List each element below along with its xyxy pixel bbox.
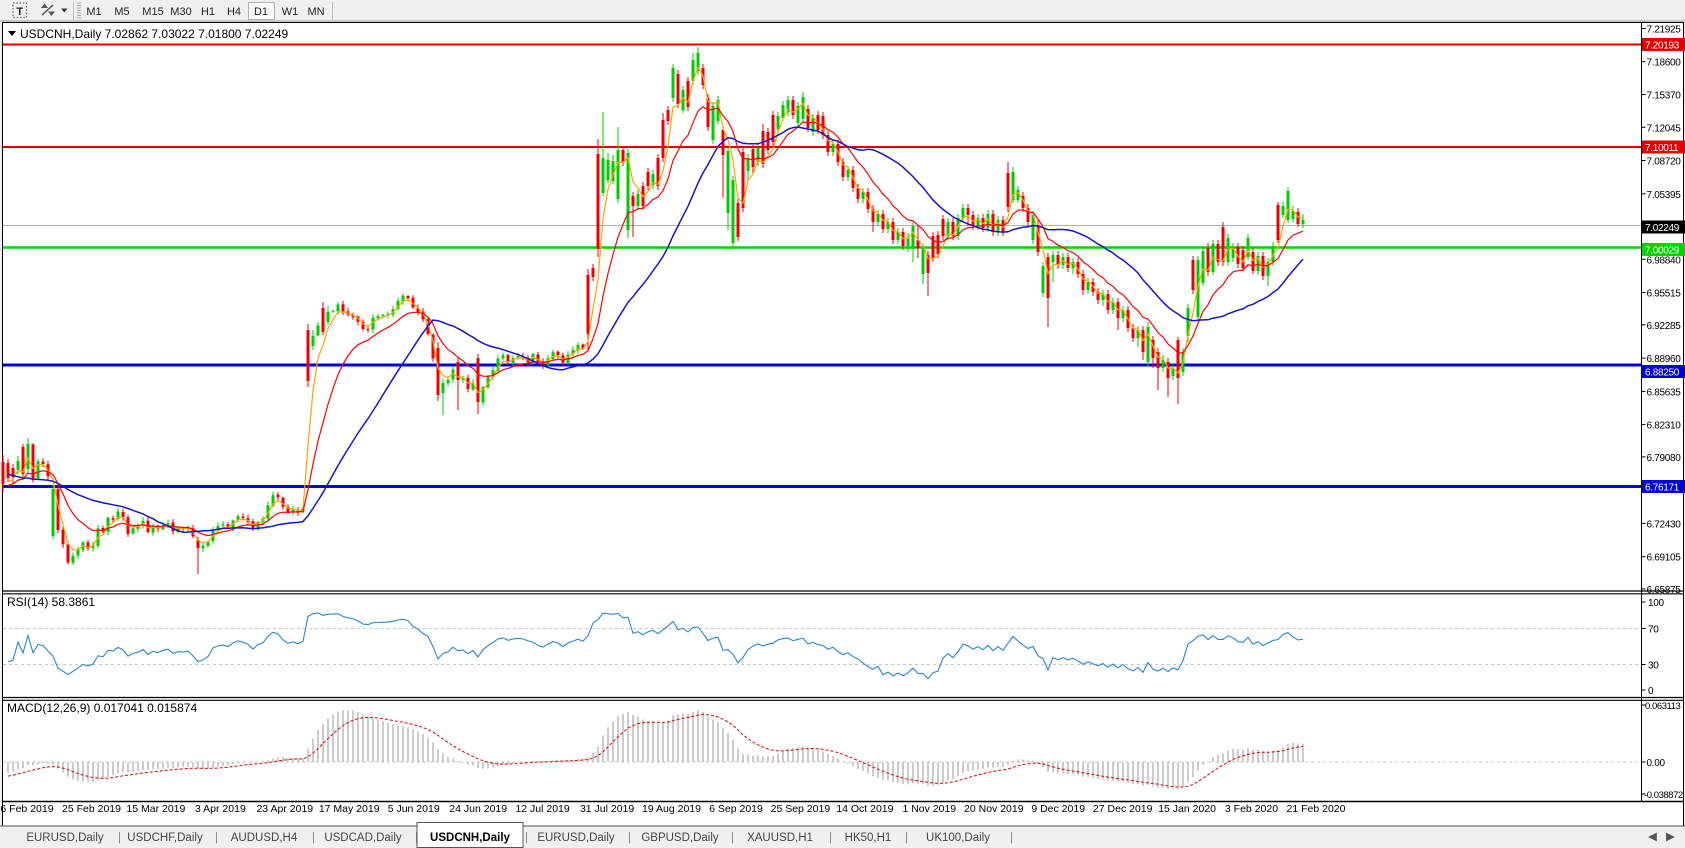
svg-text:6.92285: 6.92285 xyxy=(1647,321,1682,332)
svg-text:M15: M15 xyxy=(142,6,163,18)
svg-text:6.85635: 6.85635 xyxy=(1647,387,1682,398)
svg-text:|: | xyxy=(215,832,218,844)
svg-text:1 Nov 2019: 1 Nov 2019 xyxy=(902,803,956,815)
svg-text:|: | xyxy=(525,832,528,844)
svg-text:H1: H1 xyxy=(201,6,215,18)
svg-text:7.02249: 7.02249 xyxy=(1645,223,1680,234)
svg-text:7.00029: 7.00029 xyxy=(1645,246,1680,257)
svg-text:24 Jun 2019: 24 Jun 2019 xyxy=(449,803,507,815)
svg-text:19 Aug 2019: 19 Aug 2019 xyxy=(642,803,701,815)
svg-text:|: | xyxy=(628,832,631,844)
svg-text:6.82310: 6.82310 xyxy=(1647,421,1682,432)
svg-text:XAUUSD,H1: XAUUSD,H1 xyxy=(747,832,813,844)
svg-text:-0.038872: -0.038872 xyxy=(1644,790,1683,801)
svg-text:9 Dec 2019: 9 Dec 2019 xyxy=(1031,803,1085,815)
svg-text:15 Mar 2019: 15 Mar 2019 xyxy=(126,803,185,815)
svg-text:6.76171: 6.76171 xyxy=(1645,483,1680,494)
svg-text:0.00: 0.00 xyxy=(1647,758,1666,769)
svg-text:27 Dec 2019: 27 Dec 2019 xyxy=(1093,803,1153,815)
svg-text:M5: M5 xyxy=(114,6,129,18)
svg-text:|: | xyxy=(312,832,315,844)
svg-text:31 Jul 2019: 31 Jul 2019 xyxy=(580,803,634,815)
svg-text:RSI(14) 58.3861: RSI(14) 58.3861 xyxy=(7,595,95,609)
svg-text:MN: MN xyxy=(307,6,324,18)
svg-text:25 Feb 2019: 25 Feb 2019 xyxy=(62,803,121,815)
svg-text:20 Nov 2019: 20 Nov 2019 xyxy=(964,803,1024,815)
svg-text:|: | xyxy=(1010,832,1013,844)
svg-text:100: 100 xyxy=(1648,598,1665,609)
svg-text:6.79080: 6.79080 xyxy=(1647,453,1682,464)
svg-text:USDCNH,Daily: USDCNH,Daily xyxy=(430,832,510,844)
svg-text:7.10011: 7.10011 xyxy=(1645,143,1679,154)
svg-text:|: | xyxy=(731,832,734,844)
svg-text:12 Jul 2019: 12 Jul 2019 xyxy=(515,803,569,815)
svg-text:M1: M1 xyxy=(86,6,101,18)
svg-text:5 Jun 2019: 5 Jun 2019 xyxy=(388,803,440,815)
svg-text:0: 0 xyxy=(1648,686,1654,697)
svg-text:USDCNH,Daily 7.02862 7.03022: USDCNH,Daily 7.02862 7.03022 7.01800 7.0… xyxy=(20,27,289,41)
svg-text:25 Sep 2019: 25 Sep 2019 xyxy=(771,803,831,815)
svg-text:6.69105: 6.69105 xyxy=(1647,553,1682,564)
svg-text:AUDUSD,H4: AUDUSD,H4 xyxy=(231,832,298,844)
svg-text:6 Sep 2019: 6 Sep 2019 xyxy=(709,803,763,815)
svg-text:6.95515: 6.95515 xyxy=(1647,289,1682,300)
svg-text:15 Jan 2020: 15 Jan 2020 xyxy=(1158,803,1216,815)
svg-text:EURUSD,Daily: EURUSD,Daily xyxy=(537,832,615,844)
svg-text:7.21925: 7.21925 xyxy=(1647,25,1682,36)
svg-text:3 Apr 2019: 3 Apr 2019 xyxy=(195,803,246,815)
svg-text:0.063113: 0.063113 xyxy=(1645,701,1680,712)
svg-text:|: | xyxy=(118,832,121,844)
svg-text:6 Feb 2019: 6 Feb 2019 xyxy=(0,803,53,815)
svg-text:7.18600: 7.18600 xyxy=(1647,58,1682,69)
svg-text:6.98840: 6.98840 xyxy=(1647,255,1682,266)
svg-text:M30: M30 xyxy=(170,6,191,18)
svg-text:7.12045: 7.12045 xyxy=(1647,123,1682,134)
svg-text:USDCHF,Daily: USDCHF,Daily xyxy=(127,832,203,844)
svg-text:3 Feb 2020: 3 Feb 2020 xyxy=(1225,803,1278,815)
svg-text:◀: ◀ xyxy=(1648,831,1658,843)
svg-text:H4: H4 xyxy=(227,6,241,18)
svg-text:6.65875: 6.65875 xyxy=(1647,585,1682,596)
svg-text:W1: W1 xyxy=(282,6,299,18)
svg-text:23 Apr 2019: 23 Apr 2019 xyxy=(256,803,313,815)
svg-text:6.72430: 6.72430 xyxy=(1647,519,1682,530)
svg-text:GBPUSD,Daily: GBPUSD,Daily xyxy=(641,832,719,844)
svg-text:D1: D1 xyxy=(254,6,268,18)
svg-text:14 Oct 2019: 14 Oct 2019 xyxy=(836,803,893,815)
svg-text:USDCAD,Daily: USDCAD,Daily xyxy=(324,832,402,844)
svg-text:30: 30 xyxy=(1648,661,1659,672)
svg-text:7.08720: 7.08720 xyxy=(1647,157,1682,168)
svg-text:70: 70 xyxy=(1648,625,1659,636)
svg-text:7.05395: 7.05395 xyxy=(1647,190,1682,201)
svg-text:UK100,Daily: UK100,Daily xyxy=(926,832,990,844)
svg-text:MACD(12,26,9) 0.017041 0.01587: MACD(12,26,9) 0.017041 0.015874 xyxy=(7,701,197,715)
svg-text:|: | xyxy=(829,832,832,844)
svg-text:6.88250: 6.88250 xyxy=(1645,368,1680,379)
svg-text:7.20193: 7.20193 xyxy=(1645,41,1680,52)
svg-text:21 Feb 2020: 21 Feb 2020 xyxy=(1287,803,1346,815)
svg-text:EURUSD,Daily: EURUSD,Daily xyxy=(26,832,104,844)
svg-text:▶: ▶ xyxy=(1666,831,1676,843)
svg-text:17 May 2019: 17 May 2019 xyxy=(319,803,380,815)
svg-text:HK50,H1: HK50,H1 xyxy=(845,832,892,844)
svg-text:T: T xyxy=(16,6,23,18)
svg-text:|: | xyxy=(905,832,908,844)
svg-text:7.15370: 7.15370 xyxy=(1647,91,1682,102)
svg-text:6.88960: 6.88960 xyxy=(1647,354,1682,365)
